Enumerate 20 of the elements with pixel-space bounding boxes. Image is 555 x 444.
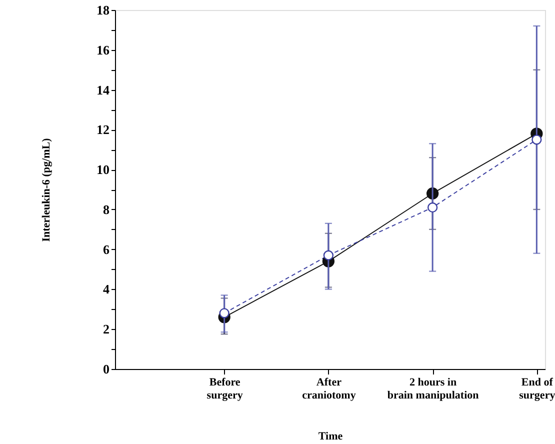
point — [427, 202, 438, 213]
x-tick-label: Before surgery — [206, 376, 244, 402]
y-tick-label: 4 — [103, 282, 110, 297]
x-tick-label: After craniotomy — [302, 376, 356, 402]
y-tick-label: 10 — [96, 162, 110, 178]
y-tick-label: 18 — [96, 2, 110, 18]
y-axis-title: Interleukin-6 (pg/mL) — [40, 138, 52, 242]
y-tick-label: 0 — [103, 362, 110, 376]
point — [323, 250, 334, 260]
y-tick-label: 14 — [96, 82, 110, 98]
y-tick-label: 8 — [103, 202, 110, 217]
x-tick-label: End of surgery — [519, 376, 555, 402]
y-tick-label: 2 — [103, 322, 110, 337]
y-tick-label: 12 — [96, 122, 110, 138]
y-tick-label: 6 — [103, 242, 110, 257]
y-tick-label: 16 — [96, 42, 110, 58]
point — [532, 134, 542, 145]
x-axis-title: Time — [318, 430, 343, 442]
x-tick-label: 2 hours in brain manipulation — [387, 376, 479, 402]
point — [219, 308, 230, 318]
